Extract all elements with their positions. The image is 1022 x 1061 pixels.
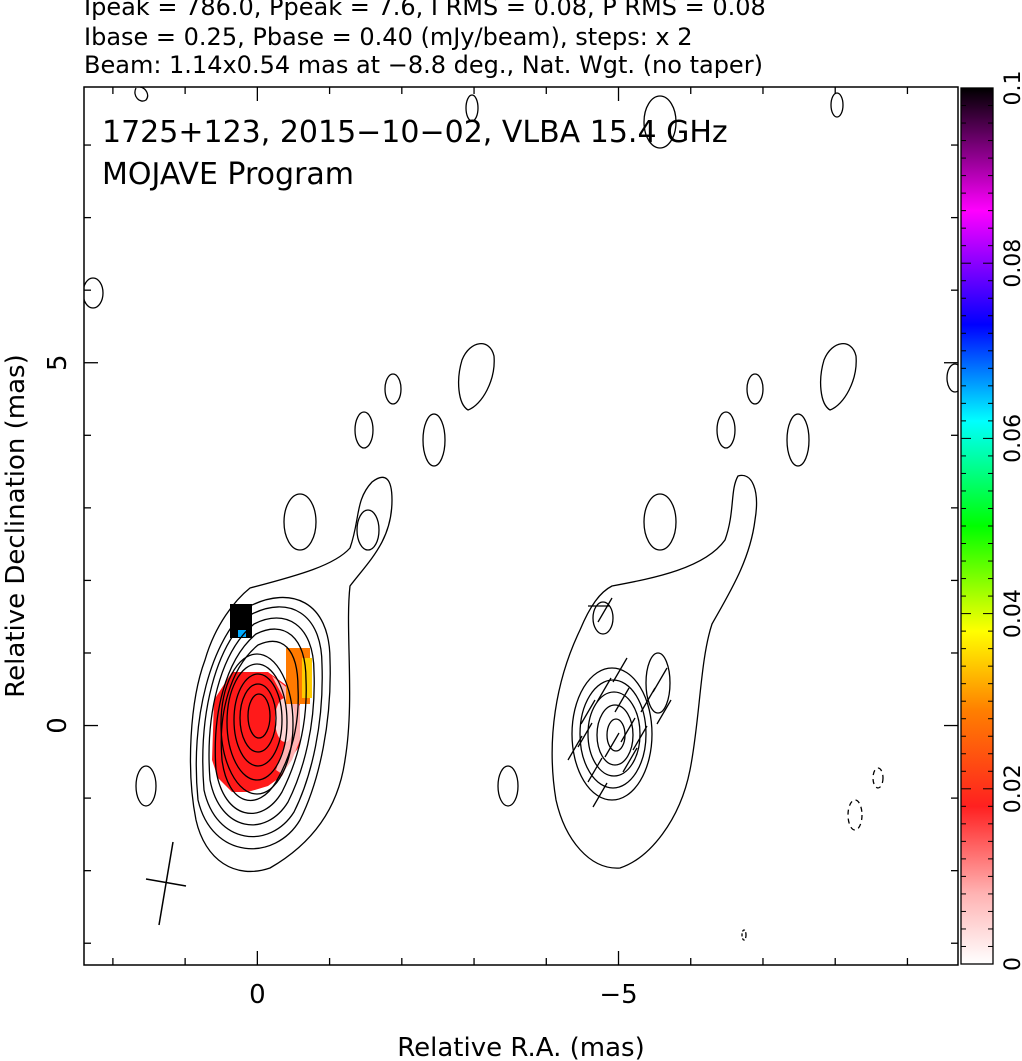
evpa-vectors (567, 597, 672, 808)
pol-contour-5 (606, 718, 626, 752)
pol-color-patch-black (230, 604, 252, 638)
header-beam-line: Beam: 1.14x0.54 mas at −8.8 deg., Nat. W… (84, 51, 763, 79)
contour-island-3 (354, 411, 374, 449)
header-base-line: Ibase = 0.25, Pbase = 0.40 (mJy/beam), s… (84, 23, 693, 51)
pol-color-highlight (275, 698, 295, 742)
evpa-tick (604, 732, 620, 758)
plot-subtitle: MOJAVE Program (102, 157, 354, 192)
evpa-tick (622, 747, 638, 773)
contour-dashed-1 (847, 799, 863, 831)
contour-ring-10 (247, 693, 271, 739)
pol-contour-3 (587, 691, 641, 777)
colorbar-tick-label: 0.02 (1001, 764, 1022, 813)
y-tick-label: 0 (43, 717, 73, 734)
pol-color-patch-yellow (302, 658, 312, 698)
contour-island-9 (134, 87, 149, 102)
colorbar-tick-label: 0 (1001, 957, 1022, 971)
contour-island-1 (283, 493, 317, 551)
outer-contour-right (551, 474, 758, 869)
contour-ring-5 (220, 640, 299, 801)
evpa-tick (597, 597, 613, 623)
colorbar-tick-label: 0.04 (1001, 589, 1022, 638)
evpa-tick (596, 677, 612, 703)
contour-island-r6 (497, 765, 519, 807)
beam-major-axis (158, 841, 174, 926)
header-stats-line: Ipeak = 786.0, Ppeak = 7.6, I RMS = 0.08… (84, 0, 766, 21)
contour-island-12 (830, 92, 844, 118)
evpa-tick (592, 782, 608, 808)
contour-island-11 (643, 95, 677, 149)
evpa-tick (577, 722, 593, 748)
y-axis-label: Relative Declination (mas) (1, 354, 31, 697)
contour-ring-6 (220, 653, 294, 795)
contour-island-2 (356, 509, 380, 551)
outer-contour-left (189, 476, 393, 873)
evpa-tick (567, 735, 583, 761)
contour-island-6 (457, 343, 495, 411)
plot-area: 1725+123, 2015−10−02, VLBA 15.4 GHz MOJA… (84, 87, 958, 941)
x-tick-label: −5 (599, 980, 637, 1010)
evpa-tick (632, 725, 648, 751)
pol-contour-4 (596, 704, 634, 766)
plot-title: 1725+123, 2015−10−02, VLBA 15.4 GHz (102, 115, 728, 150)
beam-marker (145, 841, 187, 926)
beam-minor-axis (145, 878, 187, 887)
intensity-contours-left (84, 87, 958, 873)
contour-island-13 (946, 363, 958, 393)
plot-frame (83, 86, 959, 966)
colorbar-tick-label: 0.08 (1001, 239, 1022, 288)
evpa-tick (612, 657, 628, 683)
colorbar-tick-label: 0.1 (1001, 71, 1022, 106)
y-tick-label: 5 (43, 354, 73, 371)
x-axis-label: Relative R.A. (mas) (397, 1033, 644, 1061)
pol-contour-1 (571, 667, 653, 801)
pol-contour-6 (645, 652, 671, 714)
evpa-tick (640, 687, 656, 713)
colorbar-tick-labels: 0 0.02 0.04 0.06 0.08 0.1 (1001, 71, 1022, 972)
contour-ring-9 (239, 683, 277, 753)
colorbar: 0 0.02 0.04 0.06 0.08 0.1 (960, 71, 1022, 972)
contour-ring-4 (214, 628, 307, 815)
evpa-tick (614, 687, 630, 713)
contour-island-r4 (786, 413, 810, 467)
contour-island-r5 (819, 343, 857, 411)
contour-ring-8 (233, 673, 283, 767)
contour-island-5 (422, 413, 446, 467)
contour-island-4 (384, 373, 402, 405)
evpa-tick (652, 667, 668, 693)
polarization-contours-right (497, 343, 884, 941)
contour-island-r1 (643, 493, 677, 551)
evpa-tick (580, 699, 596, 725)
contour-dashed-2 (872, 767, 884, 789)
axis-tick-labels: 0 −5 0 5 (43, 354, 638, 1010)
colorbar-tick-label: 0.06 (1001, 414, 1022, 463)
contour-ring-1 (195, 596, 331, 850)
contour-island-8 (84, 277, 104, 309)
contour-island-10 (465, 94, 479, 122)
contour-ring-2 (202, 606, 323, 838)
contour-island-r3 (746, 373, 764, 405)
pol-contour-2 (579, 679, 647, 789)
pol-color-patch-cyan (238, 630, 246, 637)
contour-island-7 (135, 765, 157, 807)
evpa-tick (656, 699, 672, 725)
evpa-tick (620, 717, 636, 743)
pol-contour-7 (592, 601, 614, 635)
x-tick-label: 0 (249, 980, 266, 1010)
colorbar-ticks (961, 87, 993, 965)
contour-ring-7 (226, 663, 288, 781)
contour-dashed-3 (741, 929, 747, 941)
evpa-tick (587, 757, 603, 783)
axis-ticks (84, 87, 958, 965)
contour-island-r2 (716, 411, 736, 449)
contour-ring-3 (208, 617, 315, 826)
